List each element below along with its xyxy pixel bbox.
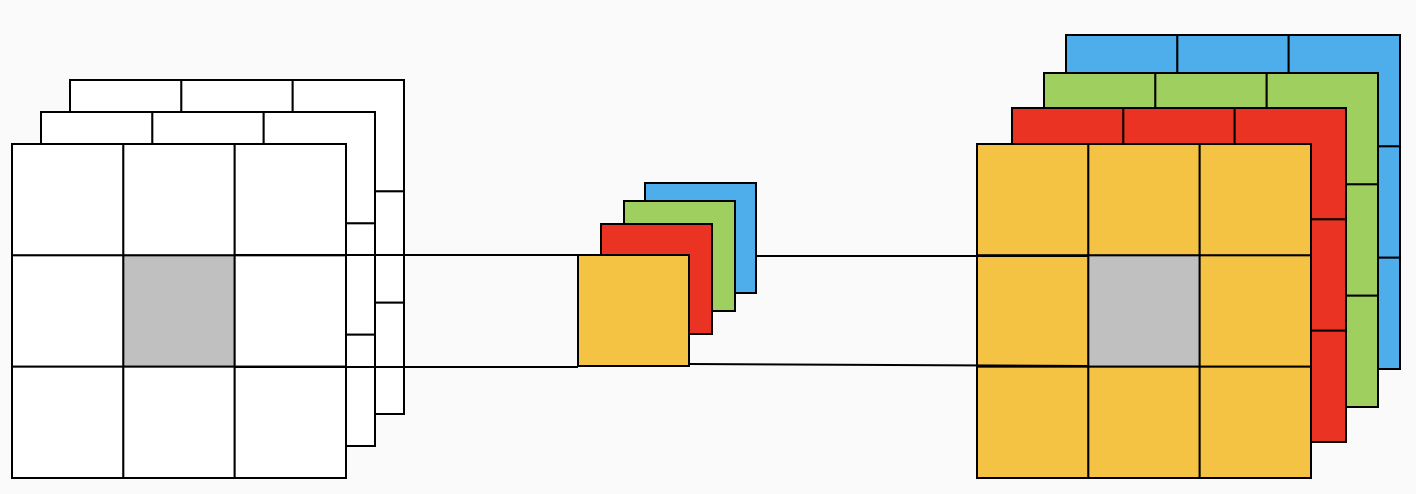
output-yellow-layer-cell: [977, 144, 1088, 255]
output-yellow-layer-cell: [1200, 367, 1311, 478]
input-front-layer-cell: [123, 144, 234, 255]
output-yellow-layer-cell: [1088, 144, 1199, 255]
input-front-layer-center-cell: [123, 255, 234, 366]
input-front-layer-cell: [12, 367, 123, 478]
output-yellow-layer-cell: [1200, 255, 1311, 366]
output-yellow-layer-center-cell: [1088, 255, 1199, 366]
input-front-layer-cell: [235, 255, 346, 366]
output-yellow-layer-cell: [977, 367, 1088, 478]
output-yellow-layer: [977, 144, 1311, 478]
output-yellow-layer-cell: [977, 255, 1088, 366]
output-yellow-layer-cell: [1088, 367, 1199, 478]
input-front-layer: [12, 144, 346, 478]
input-front-layer-cell: [235, 144, 346, 255]
input-front-layer-cell: [123, 367, 234, 478]
kernel-yellow-filter: [578, 255, 689, 366]
input-front-layer-cell: [12, 255, 123, 366]
output-yellow-layer-cell: [1200, 144, 1311, 255]
input-front-layer-cell: [12, 144, 123, 255]
input-front-layer-cell: [235, 367, 346, 478]
